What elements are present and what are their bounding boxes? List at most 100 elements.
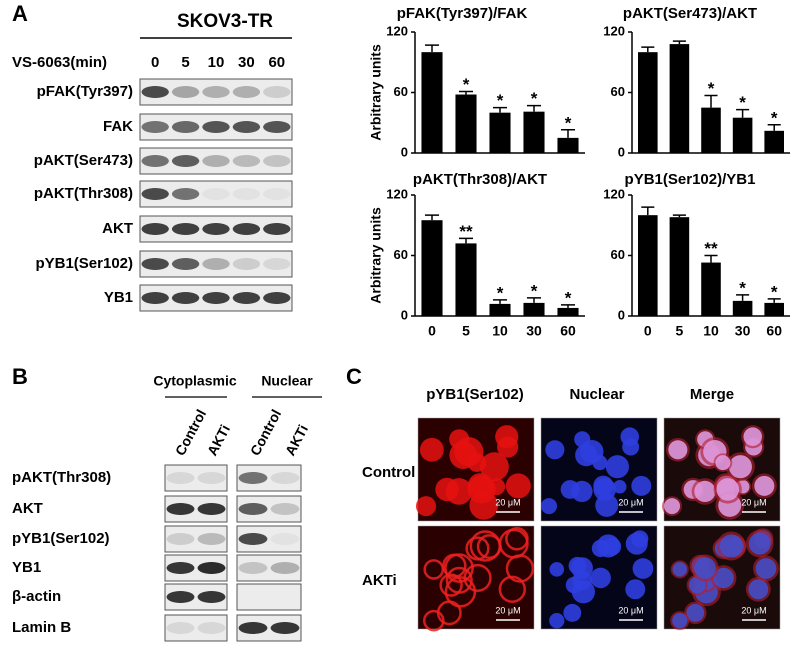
scale-bar-label: 20 μM (741, 605, 766, 615)
band (197, 503, 226, 515)
scale-bar-label: 20 μM (618, 605, 643, 615)
band (202, 223, 230, 235)
chart-title: pAKT(Thr308)/AKT (413, 171, 547, 188)
bar (638, 52, 658, 153)
cell (469, 530, 501, 562)
scale-bar-label: 20 μM (495, 605, 520, 615)
nucleus (672, 613, 688, 629)
significance-label: * (497, 283, 504, 302)
band (197, 622, 226, 634)
bar (732, 117, 753, 153)
error-bar (492, 299, 508, 304)
band (263, 121, 291, 133)
band (263, 258, 291, 270)
nucleus (545, 440, 565, 460)
blot-label: YB1 (12, 559, 41, 576)
band (171, 292, 200, 304)
y-tick-label: 120 (603, 23, 625, 38)
y-tick-label: 0 (401, 307, 408, 322)
band (238, 562, 268, 574)
x-tick-label: 30 (526, 323, 542, 339)
bar (489, 112, 511, 153)
bar (523, 111, 545, 153)
blot-label: AKT (12, 500, 43, 517)
band (232, 223, 261, 235)
y-axis-label: Arbitrary units (368, 207, 384, 304)
significance-label: * (565, 113, 572, 132)
nucleus (605, 455, 629, 479)
nucleus (694, 480, 716, 503)
cell (415, 496, 437, 517)
error-bar (492, 106, 508, 113)
nucleus (663, 498, 681, 515)
band (202, 86, 230, 98)
nucleus (755, 558, 777, 579)
bar (764, 302, 784, 316)
y-tick-label: 60 (611, 84, 625, 99)
x-tick-label: 0 (644, 323, 652, 339)
nucleus (571, 557, 593, 579)
timepoint-label: 0 (151, 54, 159, 71)
nucleus (593, 478, 617, 501)
blot-label: pYB1(Ser102) (12, 530, 110, 547)
significance-label: * (497, 91, 504, 110)
condition-label: AKTi (204, 422, 233, 458)
error-bar (672, 40, 686, 45)
nucleus (549, 613, 565, 629)
error-bar (641, 206, 655, 216)
band (166, 562, 195, 574)
timepoint-label: 10 (208, 54, 225, 71)
error-bar (767, 124, 781, 131)
bar (421, 220, 443, 316)
cell (445, 478, 473, 505)
error-bar (704, 94, 718, 108)
blot-label: Lamin B (12, 619, 71, 636)
blot-label: FAK (103, 118, 133, 135)
nucleus (631, 475, 652, 496)
blot (236, 554, 302, 582)
error-bar (767, 298, 781, 303)
nucleus (565, 576, 583, 594)
y-tick-label: 60 (394, 247, 408, 262)
band (171, 86, 200, 98)
nucleus (613, 480, 627, 494)
y-tick-label: 0 (401, 144, 408, 159)
scale-bar-label: 20 μM (741, 497, 766, 507)
band (232, 188, 261, 200)
band (238, 472, 268, 484)
band (141, 292, 169, 304)
panel-label: B (12, 364, 28, 389)
y-tick-label: 120 (603, 186, 625, 201)
significance-label: ** (459, 222, 473, 241)
band (238, 533, 268, 545)
error-bar (672, 214, 686, 218)
band (171, 155, 200, 167)
nucleus (540, 498, 558, 515)
x-tick-label: 60 (560, 323, 576, 339)
row-label: AKTi (362, 572, 397, 589)
nucleus (620, 427, 640, 446)
bar (421, 52, 443, 153)
bar (701, 107, 721, 153)
error-bar (560, 304, 576, 308)
band (270, 503, 300, 515)
error-bar (736, 108, 750, 118)
nucleus (668, 440, 688, 460)
panel-label: A (12, 1, 28, 26)
nucleus (563, 603, 582, 622)
y-tick-label: 60 (394, 84, 408, 99)
band (270, 562, 300, 574)
nucleus (743, 427, 763, 446)
band (232, 292, 261, 304)
error-bar (424, 214, 440, 221)
bar (638, 215, 658, 316)
band (202, 258, 230, 270)
band (232, 121, 261, 133)
cell (479, 452, 509, 482)
band (166, 503, 195, 515)
condition-label: Control (247, 407, 284, 458)
scale-bar-label: 20 μM (618, 497, 643, 507)
blot-label: pAKT(Ser473) (34, 152, 133, 169)
band (263, 188, 291, 200)
y-tick-label: 0 (618, 144, 625, 159)
